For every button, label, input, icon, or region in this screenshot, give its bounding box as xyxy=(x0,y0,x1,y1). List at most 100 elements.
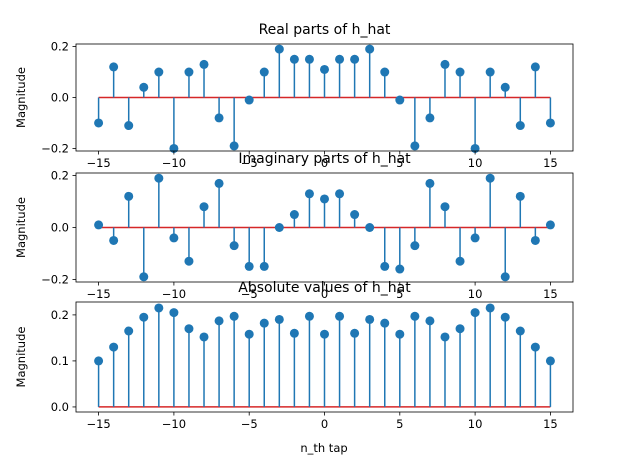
y-tick-label: 0.0 xyxy=(51,91,69,105)
stem-marker xyxy=(274,223,284,232)
stem-marker xyxy=(320,194,329,204)
stem-marker xyxy=(380,261,390,271)
stem-marker xyxy=(530,342,540,352)
stem-marker xyxy=(530,235,540,245)
stem-marker xyxy=(124,326,134,336)
stem-marker xyxy=(380,67,390,77)
stem-marker xyxy=(109,62,119,72)
stem-marker xyxy=(244,261,254,271)
stem-marker xyxy=(154,303,164,313)
y-axis-label: Magnitude xyxy=(14,67,28,128)
stem-marker xyxy=(395,329,405,339)
stem-marker xyxy=(440,332,450,342)
subplot-1: Real parts of h_hat Magnitude −15 −10 −5 0 5 10… xyxy=(14,22,574,170)
stem-marker xyxy=(199,332,209,342)
x-tick-label: 10 xyxy=(468,287,483,301)
stem-marker xyxy=(335,311,345,321)
stem-marker xyxy=(335,189,345,199)
stem-marker xyxy=(455,67,465,77)
stem-marker xyxy=(244,95,254,105)
y-axis-label: Magnitude xyxy=(14,197,28,258)
stem-marker xyxy=(109,342,119,352)
stem-marker xyxy=(214,178,224,188)
x-tick-label: −5 xyxy=(241,156,258,170)
stem-marker xyxy=(289,210,299,220)
stem-marker xyxy=(425,178,435,188)
stem-marker xyxy=(214,113,224,123)
stem-marker xyxy=(199,59,209,69)
stem-marker xyxy=(274,314,284,324)
stem-marker xyxy=(410,311,420,321)
x-tick-label: −5 xyxy=(241,287,258,301)
stem-marker xyxy=(470,233,480,243)
stem-marker xyxy=(500,82,510,92)
stem-marker xyxy=(229,141,239,151)
x-tick-label: −5 xyxy=(241,417,258,431)
stem-marker xyxy=(139,272,149,282)
x-tick-label: −10 xyxy=(162,156,186,170)
x-tick-label: 10 xyxy=(468,417,483,431)
subplot-2: Imaginary parts of h_hat Magnitude −15 −10 −… xyxy=(14,151,574,301)
stem-marker xyxy=(154,173,164,183)
y-tick-label: 0.0 xyxy=(51,221,69,235)
subplot-title: Real parts of h_hat xyxy=(259,22,391,38)
x-tick-label: −10 xyxy=(162,287,186,301)
stem-marker xyxy=(395,95,405,105)
stem-marker xyxy=(139,82,149,92)
y-tick-label: −0.2 xyxy=(41,272,69,286)
stem-marker xyxy=(350,328,360,338)
stem-marker xyxy=(109,235,119,245)
stem-marker xyxy=(289,328,299,338)
stem-marker xyxy=(199,202,209,212)
x-tick-label: 0 xyxy=(321,287,328,301)
stem-marker xyxy=(320,329,329,339)
stem-marker xyxy=(304,54,314,64)
x-tick-label: 0 xyxy=(321,417,328,431)
stem-marker xyxy=(455,324,465,334)
stem-marker xyxy=(184,256,194,266)
stem-marker xyxy=(440,59,450,69)
x-tick-label: 5 xyxy=(396,287,403,301)
x-tick-label: 10 xyxy=(468,156,483,170)
stem-marker xyxy=(184,324,194,334)
stem-marker xyxy=(485,303,495,313)
stem-marker xyxy=(440,202,450,212)
y-tick-label: 0.1 xyxy=(51,354,69,368)
stem-marker xyxy=(365,314,375,324)
stem-marker xyxy=(259,67,269,77)
stem-marker xyxy=(500,272,510,282)
stem-marker xyxy=(124,191,134,201)
stem-marker xyxy=(124,121,134,131)
subplot-title: Imaginary parts of h_hat xyxy=(238,151,411,167)
stem-marker xyxy=(214,316,224,326)
subplot-title: Absolute values of h_hat xyxy=(238,280,411,296)
stem-marker xyxy=(139,312,149,322)
y-axis-label: Magnitude xyxy=(14,327,28,388)
stem-marker xyxy=(515,191,525,201)
stem-marker xyxy=(395,264,405,274)
stem-marker xyxy=(259,318,269,328)
stem-marker xyxy=(470,308,480,318)
stem-marker xyxy=(530,62,540,72)
y-tick-label: 0.0 xyxy=(51,400,69,414)
x-tick-label: −15 xyxy=(86,156,110,170)
stem-marker xyxy=(485,67,495,77)
figure-xlabel: n_th tap xyxy=(300,441,347,455)
stem-marker xyxy=(169,233,179,243)
subplot-3: Absolute values of h_hat Magnitude −15 −10 −… xyxy=(14,280,574,431)
stem-marker xyxy=(274,44,284,54)
stem-marker xyxy=(455,256,465,266)
stem-marker xyxy=(500,312,510,322)
stem-marker xyxy=(365,44,375,54)
y-tick-label: 0.2 xyxy=(51,308,69,322)
x-tick-label: 15 xyxy=(543,287,558,301)
stem-marker xyxy=(485,173,495,183)
stem-marker xyxy=(335,54,345,64)
stem-marker xyxy=(350,54,360,64)
stem-marker xyxy=(515,326,525,336)
stem-marker xyxy=(350,210,360,220)
stem-marker xyxy=(515,121,525,131)
y-tick-label: 0.2 xyxy=(51,40,69,54)
stem-marker xyxy=(184,67,194,77)
